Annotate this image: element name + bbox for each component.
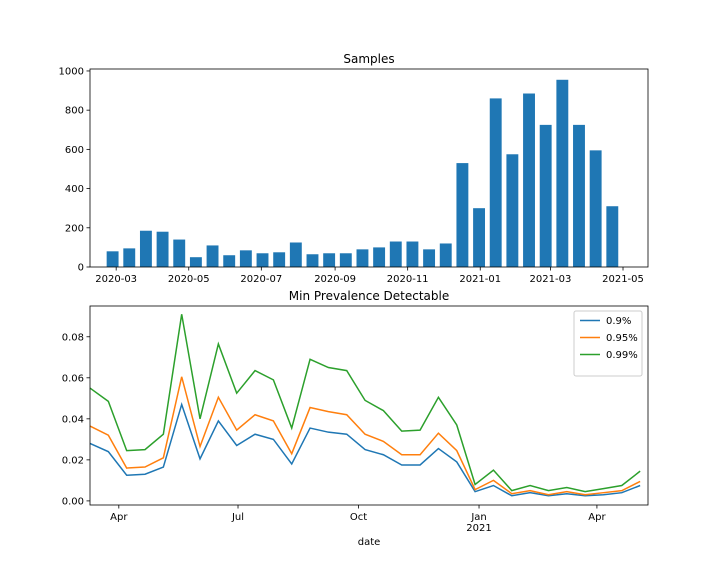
sample-bar: [373, 247, 386, 267]
sample-bar: [489, 98, 502, 267]
legend-box: [573, 310, 643, 377]
y-tick-label: 1000: [59, 66, 84, 77]
sample-bar: [239, 250, 252, 267]
sample-bar: [506, 154, 519, 267]
series-line-0-95-: [89, 376, 641, 496]
samples-x-axis: 2020-03 2020-05 2020-07 2020-09 2020-11 2021-…: [95, 267, 644, 285]
legend-label: 0.95%: [606, 333, 638, 344]
samples-chart: Samples 2020-03 2020-05 2020-07 2020-09 2020…: [59, 52, 649, 285]
sample-bar: [523, 93, 535, 268]
sample-bar: [539, 124, 552, 268]
x-tick-label: 2020-05: [168, 274, 210, 285]
x-tick-label: Apr: [588, 512, 606, 523]
prevalence-y-axis: 0.00 0.02 0.04 0.06 0.08: [62, 332, 90, 507]
y-tick-label: 0.08: [62, 332, 84, 343]
prevalence-chart-title: Min Prevalence Detectable: [289, 289, 449, 303]
y-tick-label: 200: [65, 223, 84, 234]
sample-bar: [256, 253, 269, 267]
sample-bar: [223, 255, 236, 267]
y-tick-label: 800: [65, 106, 84, 117]
y-tick-label: 600: [65, 145, 84, 156]
sample-bar: [156, 231, 169, 267]
y-tick-label: 0.06: [62, 373, 84, 384]
x-tick-label: 2021-05: [602, 274, 644, 285]
x-tick-label: 2020-09: [314, 274, 356, 285]
x-tick-label: 2020-03: [95, 274, 137, 285]
sample-bar: [439, 243, 452, 267]
samples-bars: [106, 79, 619, 268]
sample-bar: [206, 245, 219, 267]
samples-plot-frame: [89, 68, 649, 268]
y-tick-label: 400: [65, 184, 84, 195]
sample-bar: [189, 257, 202, 267]
y-tick-label: 0.00: [62, 496, 84, 507]
prevalence-plot-frame: [89, 305, 649, 506]
sample-bar: [356, 249, 369, 267]
sample-bar: [606, 206, 619, 267]
y-tick-label: 0.02: [62, 455, 84, 466]
sample-bar: [323, 253, 336, 267]
x-tick-label: Jan: [470, 512, 486, 523]
x-tick-label: 2021-03: [530, 274, 572, 285]
sample-bar: [573, 124, 585, 268]
sample-bar: [273, 252, 286, 267]
legend-label: 0.9%: [606, 316, 631, 327]
legend-label: 0.99%: [606, 350, 638, 361]
sample-bar: [123, 248, 136, 267]
x-tick-label: Jul: [231, 512, 244, 523]
prevalence-x-axis-label: date: [358, 537, 381, 548]
sample-bar: [389, 241, 402, 267]
x-tick-label: Apr: [110, 512, 128, 523]
y-tick-label: 0.04: [62, 414, 84, 425]
sample-bar: [106, 251, 119, 267]
sample-bar: [456, 163, 469, 267]
x-tick-label: 2020-11: [387, 274, 429, 285]
samples-chart-title: Samples: [343, 52, 394, 66]
prevalence-legend: 0.9% 0.95% 0.99%: [573, 310, 643, 377]
sample-bar: [473, 208, 486, 267]
sample-bar: [139, 230, 152, 267]
sample-bar: [406, 241, 419, 267]
x-tick-label: Oct: [350, 512, 367, 523]
series-line-0-99-: [89, 314, 641, 493]
sample-bar: [289, 242, 302, 267]
sample-bar: [423, 249, 436, 267]
sample-bar: [589, 150, 602, 267]
x-tick-label: 2021-01: [459, 274, 501, 285]
series-line-0-9-: [89, 401, 641, 497]
prevalence-lines: [89, 314, 641, 497]
y-tick-label: 0: [78, 263, 84, 274]
x-tick-year-label: 2021: [466, 523, 491, 534]
sample-bar: [306, 254, 319, 267]
samples-y-axis: 0 200 400 600 800 1000: [59, 66, 90, 274]
sample-bar: [173, 239, 186, 267]
sample-bar: [339, 253, 352, 267]
x-tick-label: 2020-07: [240, 274, 282, 285]
prevalence-chart: Min Prevalence Detectable Apr Jul Oct Jan20…: [62, 289, 649, 548]
sample-bar: [556, 79, 569, 267]
